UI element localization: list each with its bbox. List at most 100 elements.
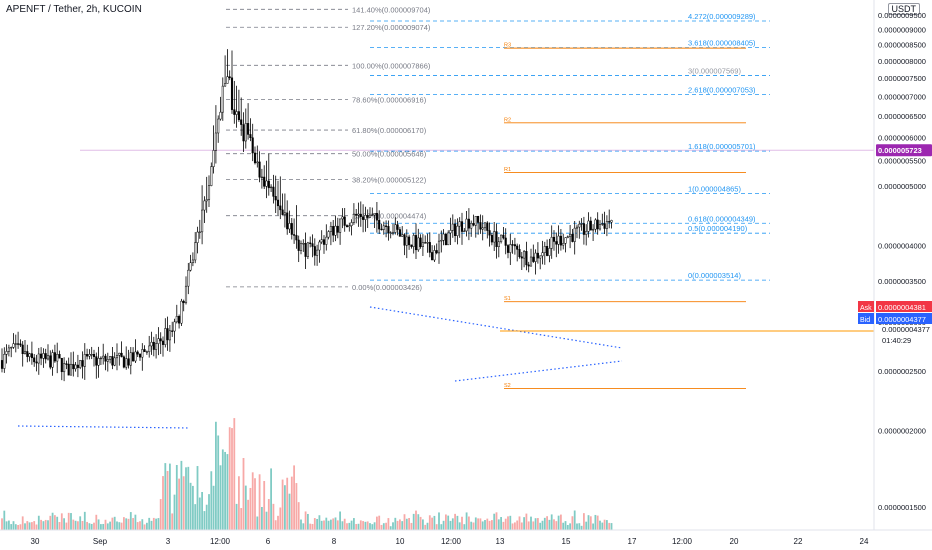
candle-body xyxy=(387,226,390,234)
candle-body xyxy=(281,209,284,215)
candle-body xyxy=(67,363,70,376)
volume-bar xyxy=(373,522,376,530)
candle-body xyxy=(456,225,459,236)
volume-bar xyxy=(350,520,353,530)
drawing-annotations[interactable]: 141.40%(0.000009704) 127.20%(0.000009074)… xyxy=(17,5,874,429)
volume-bar xyxy=(309,523,312,530)
price-tick-label: 0.0000003500 xyxy=(878,277,926,286)
volume-bar xyxy=(472,522,475,530)
time-tick-label: 10 xyxy=(396,537,405,546)
volume-bar xyxy=(150,520,153,530)
fib-extension-level: 2.618(0.000007053) xyxy=(370,85,770,95)
price-axis[interactable]: 0.0000009500 0.0000009000 0.0000008500 0.00… xyxy=(858,0,932,530)
volume-bar xyxy=(284,485,286,530)
volume-bar xyxy=(231,428,233,530)
volume-bar xyxy=(295,483,298,530)
volume-bar xyxy=(274,520,277,530)
candle-body xyxy=(580,223,583,225)
time-tick-label: 20 xyxy=(730,537,739,546)
volume-bar xyxy=(210,471,213,530)
candle-body xyxy=(7,347,10,352)
candle-body xyxy=(564,237,567,244)
volume-bar xyxy=(456,515,459,530)
candle-body xyxy=(79,360,82,368)
candle-body xyxy=(157,338,160,344)
candle-body xyxy=(5,351,8,355)
volume-bar xyxy=(100,524,102,530)
volume-bar xyxy=(233,418,236,530)
candle-body xyxy=(329,226,332,232)
volume-bar xyxy=(578,523,581,530)
fib-extension-level: 0.618(0.000004349) xyxy=(370,214,770,224)
current-price-label: 0.0000004377 xyxy=(882,325,930,334)
volume-bar xyxy=(468,516,470,530)
time-tick-label: 3 xyxy=(166,537,171,546)
candle-body xyxy=(401,234,404,237)
candle-body xyxy=(467,218,470,229)
volume-bar xyxy=(405,518,408,530)
volume-bar xyxy=(560,514,562,530)
volume-bar xyxy=(254,478,256,530)
candle-body xyxy=(134,351,137,362)
candle-body xyxy=(286,212,289,230)
volume-bar xyxy=(21,516,24,530)
candle-body xyxy=(194,242,197,261)
time-tick-label: 30 xyxy=(31,537,40,546)
volume-bar xyxy=(426,522,429,530)
volume-bar xyxy=(520,522,523,530)
candle-body xyxy=(596,219,599,230)
volume-bar xyxy=(240,508,243,530)
currency-button[interactable]: USDT xyxy=(887,3,920,15)
volume-bar xyxy=(277,515,279,530)
candle-body xyxy=(481,227,484,230)
chart-title: APENFT / Tether, 2h, KUCOIN xyxy=(6,4,142,15)
volume-bar xyxy=(608,522,611,530)
volume-bar xyxy=(162,476,164,530)
volume-bar xyxy=(366,521,369,530)
volume-bar xyxy=(362,521,364,530)
volume-bar xyxy=(169,463,171,530)
volume-bar xyxy=(442,520,445,530)
volume-bar xyxy=(500,517,502,530)
volume-bar xyxy=(83,511,86,530)
candle-body xyxy=(226,76,229,84)
candle-body xyxy=(148,345,151,352)
volume-bar xyxy=(341,521,344,530)
volume-bar xyxy=(123,517,125,530)
price-tick-label: 0.0000005500 xyxy=(878,157,926,166)
volume-bar xyxy=(297,502,300,530)
volume-bar xyxy=(592,523,594,530)
volume-bar xyxy=(251,472,254,530)
volume-bar xyxy=(171,513,174,530)
volume-bar xyxy=(198,497,201,530)
volume-bar xyxy=(433,515,436,530)
volume-bar xyxy=(596,515,599,530)
candle-body xyxy=(479,222,482,230)
candle-body xyxy=(118,352,121,356)
time-axis[interactable]: 30 Sep 3 12:00 6 8 10 12:00 13 15 17 12:00 20 22 24 xyxy=(0,529,932,546)
candle-body xyxy=(341,216,344,220)
pivot-level: R1 xyxy=(504,167,746,173)
candle-body xyxy=(559,235,562,246)
candle-body xyxy=(497,241,500,248)
candle-body xyxy=(472,223,475,226)
volume-bar xyxy=(221,449,224,530)
candle-body xyxy=(396,224,399,230)
pivot-label: S1 xyxy=(504,296,511,302)
volume-bar xyxy=(336,520,339,530)
volume-bar xyxy=(537,518,539,530)
volume-bar xyxy=(389,526,392,530)
candle-body xyxy=(373,212,376,216)
fib-extension-label: 0.5(0.000004190) xyxy=(688,224,748,233)
candle-body xyxy=(336,225,339,233)
candle-body xyxy=(454,223,457,236)
time-tick-label: 17 xyxy=(628,537,637,546)
candle-body xyxy=(327,231,330,238)
candle-body xyxy=(127,358,130,366)
candle-body xyxy=(322,239,326,245)
volume-bar xyxy=(14,524,17,530)
candle-body xyxy=(152,341,155,350)
candle-body xyxy=(325,236,328,245)
